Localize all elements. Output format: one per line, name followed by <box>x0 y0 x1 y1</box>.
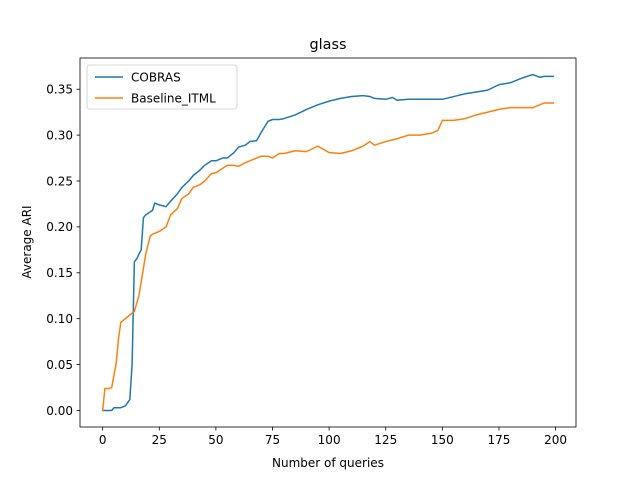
y-tick-label: 0.10 <box>46 312 73 326</box>
x-tick-label: 175 <box>488 433 511 447</box>
series-line-cobras <box>101 73 555 412</box>
legend: COBRAS Baseline_ITML <box>86 64 238 110</box>
x-tick-label: 25 <box>152 433 167 447</box>
x-tick-label: 100 <box>318 433 341 447</box>
x-axis-label: Number of queries <box>272 456 384 470</box>
legend-label: Baseline_ITML <box>131 91 216 105</box>
y-tick-label: 0.05 <box>46 358 73 372</box>
y-tick-label: 0.30 <box>46 128 73 142</box>
chart-title: glass <box>310 37 347 53</box>
x-tick-label: 150 <box>431 433 454 447</box>
legend-label: COBRAS <box>131 70 181 84</box>
y-tick-label: 0.25 <box>46 174 73 188</box>
y-tick-label: 0.15 <box>46 266 73 280</box>
series-line-baseline-itml <box>101 102 555 412</box>
x-tick-label: 200 <box>544 433 567 447</box>
x-tick-label: 75 <box>265 433 280 447</box>
legend-box <box>86 64 238 110</box>
y-tick-label: 0.35 <box>46 83 73 97</box>
plot-frame <box>79 57 577 428</box>
x-tick-label: 50 <box>208 433 223 447</box>
x-tick-label: 0 <box>99 433 107 447</box>
x-tick-label: 125 <box>374 433 397 447</box>
y-tick-label: 0.20 <box>46 220 73 234</box>
y-axis-label: Average ARI <box>20 205 34 278</box>
y-tick-label: 0.00 <box>46 404 73 418</box>
